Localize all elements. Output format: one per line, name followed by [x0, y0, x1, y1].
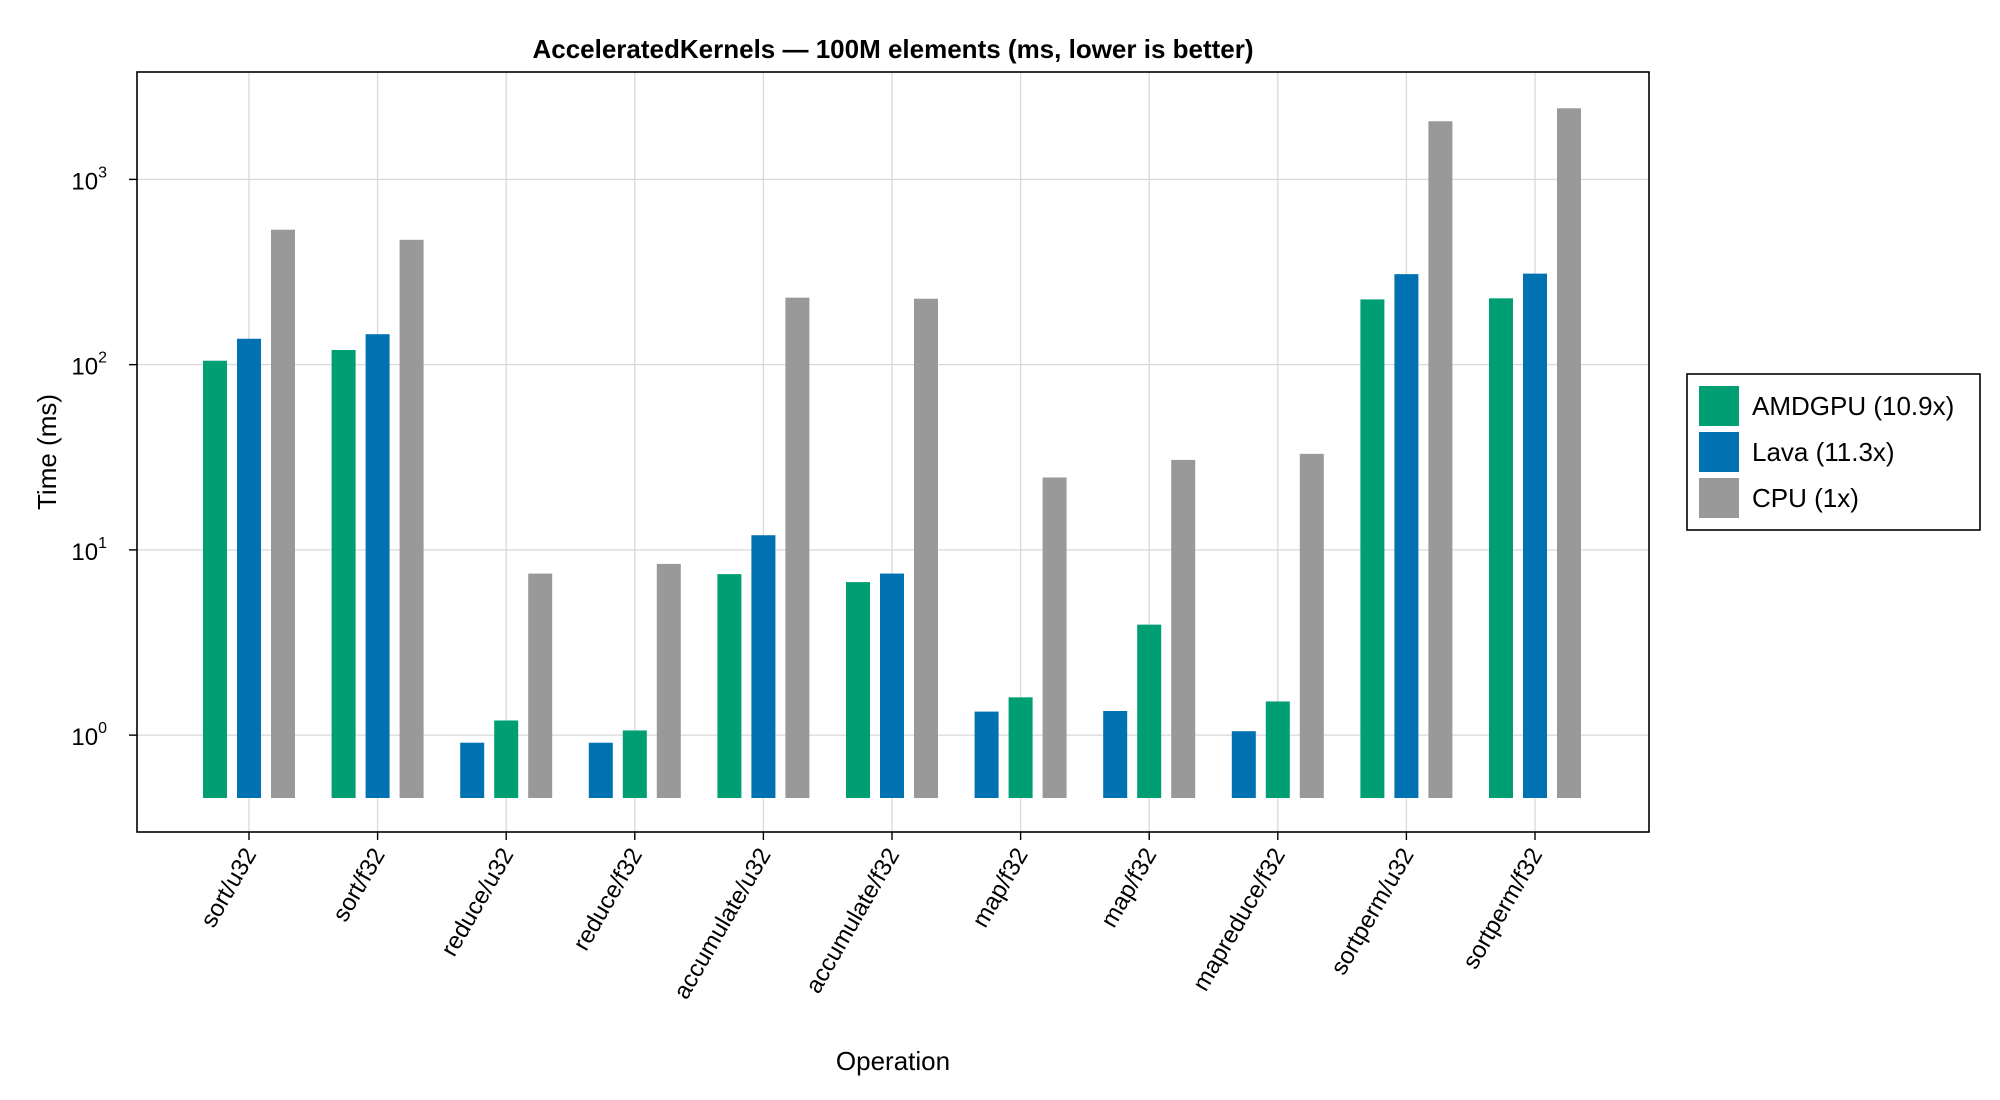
- legend-swatch: [1699, 386, 1739, 426]
- y-axis-title: Time (ms): [32, 394, 62, 510]
- y-tick-label: 100: [71, 720, 107, 751]
- bar: [1360, 299, 1385, 798]
- legend-swatch: [1699, 432, 1739, 472]
- x-tick-label: reduce/u32: [436, 844, 519, 962]
- x-axis-title: Operation: [836, 1046, 950, 1076]
- bar: [656, 563, 681, 798]
- bar: [914, 298, 938, 798]
- bar: [1231, 731, 1256, 798]
- bars: [203, 108, 1581, 799]
- bar: [1489, 298, 1513, 798]
- bar: [1265, 701, 1290, 798]
- x-tick-label: sortperm/f32: [1457, 844, 1548, 974]
- bar: [494, 720, 519, 798]
- bar: [331, 349, 356, 798]
- legend-swatch: [1699, 478, 1739, 518]
- bar: [1103, 710, 1128, 798]
- bar: [880, 573, 904, 798]
- bar: [399, 239, 424, 799]
- bar: [1008, 697, 1033, 798]
- bar: [785, 297, 810, 798]
- x-tick-label: map/f32: [967, 844, 1034, 933]
- bar: [460, 742, 485, 798]
- bar: [1394, 274, 1419, 798]
- bar: [751, 535, 776, 798]
- bar: [1428, 121, 1453, 798]
- bar: [1171, 459, 1196, 798]
- bar: [528, 573, 553, 798]
- bar: [1042, 477, 1067, 798]
- x-tick-label: accumulate/u32: [668, 844, 776, 1004]
- x-tick-label: map/f32: [1096, 844, 1163, 933]
- bar: [974, 711, 999, 798]
- plot-frame: [136, 71, 1650, 833]
- x-tick-label: accumulate/f32: [800, 844, 905, 998]
- x-tick-label: sortperm/u32: [1326, 844, 1420, 980]
- bar: [1557, 108, 1581, 798]
- y-tick-label: 102: [71, 350, 107, 381]
- chart-title: AcceleratedKernels — 100M elements (ms, …: [532, 34, 1253, 64]
- bar: [365, 334, 390, 798]
- bar: [271, 229, 295, 798]
- y-tick-label: 103: [71, 164, 107, 195]
- bar: [237, 338, 261, 798]
- legend: AMDGPU (10.9x) Lava (11.3x) CPU (1x): [1686, 373, 1981, 531]
- legend-label: AMDGPU (10.9x): [1752, 391, 1954, 421]
- bar: [846, 582, 870, 798]
- bar: [203, 360, 227, 798]
- bar: [1137, 624, 1162, 798]
- bar: [588, 742, 613, 798]
- x-tick-label: reduce/f32: [568, 844, 648, 956]
- x-tick-label: sort/f32: [327, 844, 390, 927]
- y-tick-label: 101: [71, 535, 107, 566]
- x-tick-label: sort/u32: [195, 844, 262, 933]
- x-tick-label: mapreduce/f32: [1188, 844, 1291, 996]
- bar: [717, 574, 742, 798]
- legend-label: Lava (11.3x): [1752, 437, 1895, 467]
- bar: [1523, 273, 1547, 798]
- bar: [1299, 453, 1324, 798]
- bar: [622, 730, 647, 798]
- legend-label: CPU (1x): [1752, 483, 1859, 513]
